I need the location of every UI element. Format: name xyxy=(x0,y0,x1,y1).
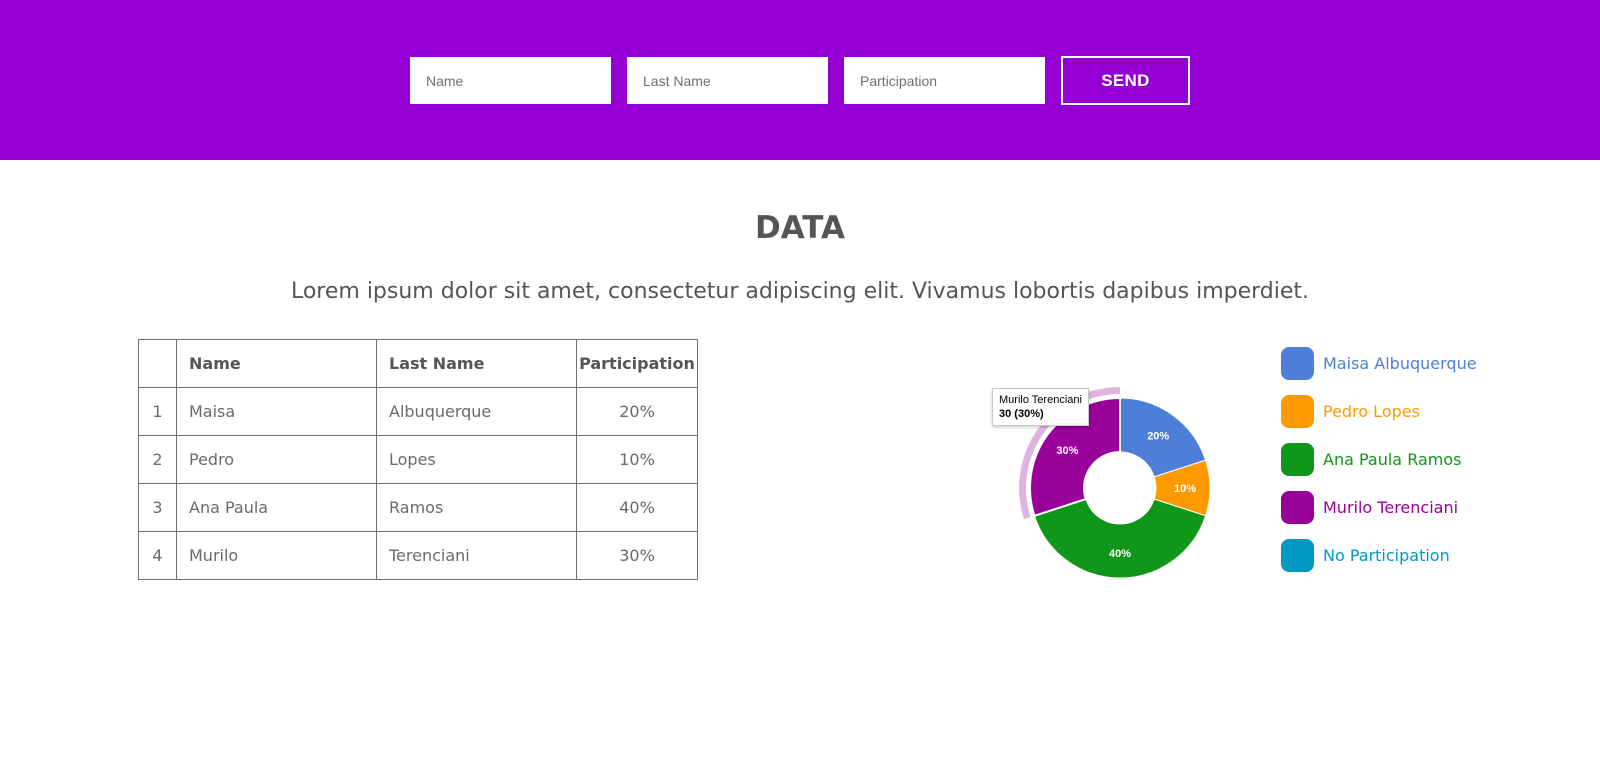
donut-slice-ana-paula-ramos[interactable] xyxy=(1033,498,1207,579)
table-header-row: Name Last Name Participation xyxy=(138,339,698,388)
row-index: 1 xyxy=(138,387,177,436)
legend-item[interactable]: Ana Paula Ramos xyxy=(1281,442,1477,476)
row-last-name: Albuquerque xyxy=(376,387,577,436)
legend-swatch xyxy=(1281,442,1314,476)
row-last-name: Terenciani xyxy=(376,531,577,580)
table-row: 3 Ana Paula Ramos 40% xyxy=(138,483,698,532)
table-row: 1 Maisa Albuquerque 20% xyxy=(138,387,698,436)
table-row: 4 Murilo Terenciani 30% xyxy=(138,531,698,580)
row-name: Maisa xyxy=(176,387,377,436)
chart-tooltip: Murilo Terenciani 30 (30%) xyxy=(992,388,1089,426)
send-button[interactable]: SEND xyxy=(1061,56,1190,105)
header-participation: Participation xyxy=(576,339,698,388)
row-name: Ana Paula xyxy=(176,483,377,532)
page-subtitle: Lorem ipsum dolor sit amet, consectetur … xyxy=(290,279,1310,304)
participation-donut-chart: 20% 10% 40% 30% xyxy=(1019,387,1211,579)
legend-item[interactable]: Pedro Lopes xyxy=(1281,394,1477,428)
row-participation: 10% xyxy=(576,435,698,484)
table-row: 2 Pedro Lopes 10% xyxy=(138,435,698,484)
page-title: DATA xyxy=(754,210,846,246)
row-index: 2 xyxy=(138,435,177,484)
row-last-name: Lopes xyxy=(376,435,577,484)
row-participation: 40% xyxy=(576,483,698,532)
legend-swatch xyxy=(1281,538,1314,572)
tooltip-name: Murilo Terenciani xyxy=(999,394,1082,406)
legend-item[interactable]: No Participation xyxy=(1281,538,1477,572)
legend-label: No Participation xyxy=(1323,545,1450,565)
slice-label: 10% xyxy=(1174,483,1196,495)
legend-swatch xyxy=(1281,490,1314,524)
name-input[interactable] xyxy=(410,57,611,104)
legend-label: Maisa Albuquerque xyxy=(1323,353,1477,373)
row-name: Pedro xyxy=(176,435,377,484)
slice-label: 40% xyxy=(1109,548,1131,560)
legend-label: Ana Paula Ramos xyxy=(1323,449,1462,469)
row-last-name: Ramos xyxy=(376,483,577,532)
legend-item[interactable]: Murilo Terenciani xyxy=(1281,490,1477,524)
tooltip-value: 30 (30%) xyxy=(999,408,1044,420)
header-name: Name xyxy=(176,339,377,388)
legend-swatch xyxy=(1281,346,1314,380)
participation-input[interactable] xyxy=(844,57,1045,104)
slice-label: 20% xyxy=(1147,430,1169,442)
row-participation: 20% xyxy=(576,387,698,436)
row-name: Murilo xyxy=(176,531,377,580)
chart-legend: Maisa Albuquerque Pedro Lopes Ana Paula … xyxy=(1281,346,1477,587)
participants-table: Name Last Name Participation 1 Maisa Alb… xyxy=(138,339,698,580)
row-index: 4 xyxy=(138,531,177,580)
donut-slice-murilo-terenciani[interactable] xyxy=(1029,396,1121,518)
header-bar: SEND xyxy=(0,0,1600,160)
slice-label: 30% xyxy=(1056,445,1078,457)
donut-slice-maisa-albuquerque[interactable] xyxy=(1119,397,1207,478)
row-participation: 30% xyxy=(576,531,698,580)
header-last-name: Last Name xyxy=(376,339,577,388)
last-name-input[interactable] xyxy=(627,57,828,104)
row-index: 3 xyxy=(138,483,177,532)
legend-label: Pedro Lopes xyxy=(1323,401,1420,421)
legend-swatch xyxy=(1281,394,1314,428)
legend-label: Murilo Terenciani xyxy=(1323,497,1459,517)
header-index xyxy=(138,339,177,388)
legend-item[interactable]: Maisa Albuquerque xyxy=(1281,346,1477,380)
